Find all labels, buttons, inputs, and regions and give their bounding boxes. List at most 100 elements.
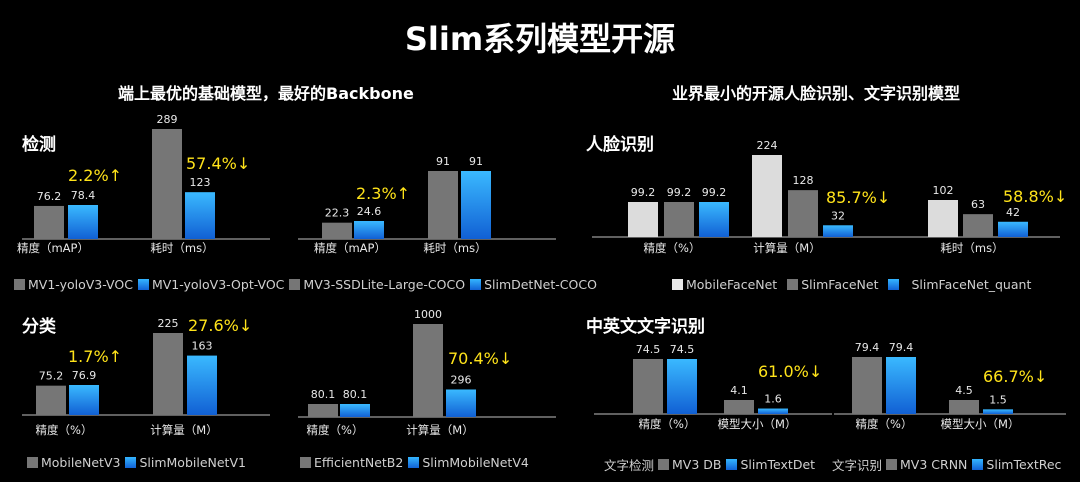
legend-swatch xyxy=(888,279,900,290)
cls2-value-label: 296 xyxy=(451,373,472,386)
det2-bar-0-1 xyxy=(354,221,384,239)
legend-swatch xyxy=(787,279,799,290)
cls2-bar-0-1 xyxy=(340,404,370,417)
ocr1-bar-1-0 xyxy=(724,400,754,414)
legend-face: MobileFaceNet SlimFaceNet SlimFaceNet_qu… xyxy=(672,277,1036,292)
cls1-value-label: 76.9 xyxy=(72,369,97,382)
det2-value-label: 24.6 xyxy=(357,205,382,218)
face-bar-2-0 xyxy=(928,200,958,237)
det2-change-annotation: 2.3%↑ xyxy=(356,184,410,203)
det1-change-annotation: 57.4%↓ xyxy=(186,154,250,173)
cls2-bar-1-0 xyxy=(413,324,443,417)
cls2-category-label: 精度（%） xyxy=(307,423,364,437)
legend-swatch xyxy=(408,457,420,468)
legend-item: SlimMobileNetV1 xyxy=(125,455,246,470)
legend-item: EfficientNetB2 xyxy=(300,455,403,470)
legend-swatch xyxy=(470,279,482,290)
face-change-annotation: 85.7%↓ xyxy=(826,188,890,207)
det1-bar-0-1 xyxy=(68,205,98,239)
cls1-bar-0-1 xyxy=(69,385,99,415)
cls1-bar-1-0 xyxy=(153,333,183,415)
det2-value-label: 91 xyxy=(436,155,450,168)
det1-category-label: 精度（mAP） xyxy=(17,241,89,255)
legend-swatch xyxy=(125,457,137,468)
cls2-value-label: 80.1 xyxy=(343,388,368,401)
legend-swatch xyxy=(300,457,311,468)
cls1-value-label: 225 xyxy=(158,317,179,330)
ocr1-value-label: 74.5 xyxy=(636,343,661,356)
cls1-category-label: 精度（%） xyxy=(36,423,93,437)
legend-item: SlimFaceNet_quant xyxy=(888,277,1031,292)
legend-swatch xyxy=(972,459,984,470)
face-bar-0-1 xyxy=(664,202,694,237)
face-category-label: 精度（%） xyxy=(644,241,701,255)
face-value-label: 102 xyxy=(933,184,954,197)
ocr2-bar-1-0 xyxy=(949,400,979,414)
legend-item: SlimDetNet-COCO xyxy=(470,277,597,292)
face-bar-1-2 xyxy=(823,225,853,237)
cls1-change-annotation: 1.7%↑ xyxy=(68,347,122,366)
det2-category-label: 耗时（ms） xyxy=(423,241,486,255)
cls2-category-label: 计算量（M） xyxy=(406,423,473,437)
face-change-annotation: 58.8%↓ xyxy=(1003,187,1067,206)
ocr1-value-label: 1.6 xyxy=(764,393,782,406)
legend-item: MV1-yoloV3-Opt-VOC xyxy=(137,277,284,292)
face-bar-2-1 xyxy=(963,214,993,237)
ocr2-value-label: 1.5 xyxy=(989,393,1007,406)
face-category-label: 耗时（ms） xyxy=(940,241,1003,255)
det1-value-label: 78.4 xyxy=(71,189,96,202)
ocr1-bar-1-1 xyxy=(758,408,788,414)
legend-item: MV3-SSDLite-Large-COCO xyxy=(289,277,465,292)
legend-item: SlimMobileNetV4 xyxy=(408,455,529,470)
legend-item: SlimFaceNet xyxy=(787,277,878,292)
left-subtitle: 端上最优的基础模型，最好的Backbone xyxy=(118,84,414,103)
legend-classification-b: EfficientNetB2 SlimMobileNetV4 xyxy=(300,455,534,470)
cls2-value-label: 80.1 xyxy=(311,388,336,401)
det2-category-label: 精度（mAP） xyxy=(314,241,386,255)
legend-item: MV3 DB xyxy=(658,457,721,472)
section-classification: 分类 xyxy=(22,317,56,337)
det2-bar-1-1 xyxy=(461,171,491,239)
ocr2-bar-0-0 xyxy=(852,357,882,414)
ocr2-value-label: 79.4 xyxy=(889,341,914,354)
right-subtitle: 业界最小的开源人脸识别、文字识别模型 xyxy=(672,84,961,103)
page-title: Slim系列模型开源 xyxy=(404,20,676,58)
legend-item: SlimTextRec xyxy=(972,457,1061,472)
cls1-change-annotation: 27.6%↓ xyxy=(188,316,252,335)
ocr2-category-label: 精度（%） xyxy=(856,417,913,431)
det2-value-label: 22.3 xyxy=(325,207,350,220)
cls1-value-label: 163 xyxy=(192,340,213,353)
det1-value-label: 76.2 xyxy=(37,190,62,203)
face-value-label: 224 xyxy=(757,139,778,152)
legend-item: MV1-yoloV3-VOC xyxy=(14,277,133,292)
ocr1-change-annotation: 61.0%↓ xyxy=(758,362,822,381)
section-face: 人脸识别 xyxy=(586,135,654,155)
cls2-change-annotation: 70.4%↓ xyxy=(448,349,512,368)
face-value-label: 42 xyxy=(1006,206,1020,219)
legend-item: MobileFaceNet xyxy=(672,277,777,292)
cls1-category-label: 计算量（M） xyxy=(150,423,217,437)
cls1-bar-0-0 xyxy=(36,385,66,415)
legend-item: SlimTextDet xyxy=(726,457,815,472)
ocr1-value-label: 74.5 xyxy=(670,343,695,356)
ocr2-value-label: 4.5 xyxy=(955,384,973,397)
legend-item: MV3 CRNN xyxy=(886,457,967,472)
legend-swatch xyxy=(886,459,898,470)
det1-value-label: 289 xyxy=(157,113,178,126)
det2-bar-1-0 xyxy=(428,171,458,239)
legend-item: MobileNetV3 xyxy=(27,455,120,470)
det1-value-label: 123 xyxy=(190,176,211,189)
face-value-label: 99.2 xyxy=(667,186,692,199)
legend-swatch xyxy=(14,279,25,290)
face-value-label: 63 xyxy=(971,198,985,211)
face-bar-2-2 xyxy=(998,221,1028,237)
cls2-bar-0-0 xyxy=(308,404,338,417)
det2-bar-0-0 xyxy=(322,222,352,239)
legend-swatch xyxy=(672,279,683,290)
legend-swatch xyxy=(658,459,670,470)
legend-group-label: 文字检测 xyxy=(604,458,655,473)
legend-detection: MV1-yoloV3-VOC MV1-yoloV3-Opt-VOC MV3-SS… xyxy=(14,277,602,292)
ocr2-value-label: 79.4 xyxy=(855,341,880,354)
det1-bar-1-1 xyxy=(185,192,215,239)
